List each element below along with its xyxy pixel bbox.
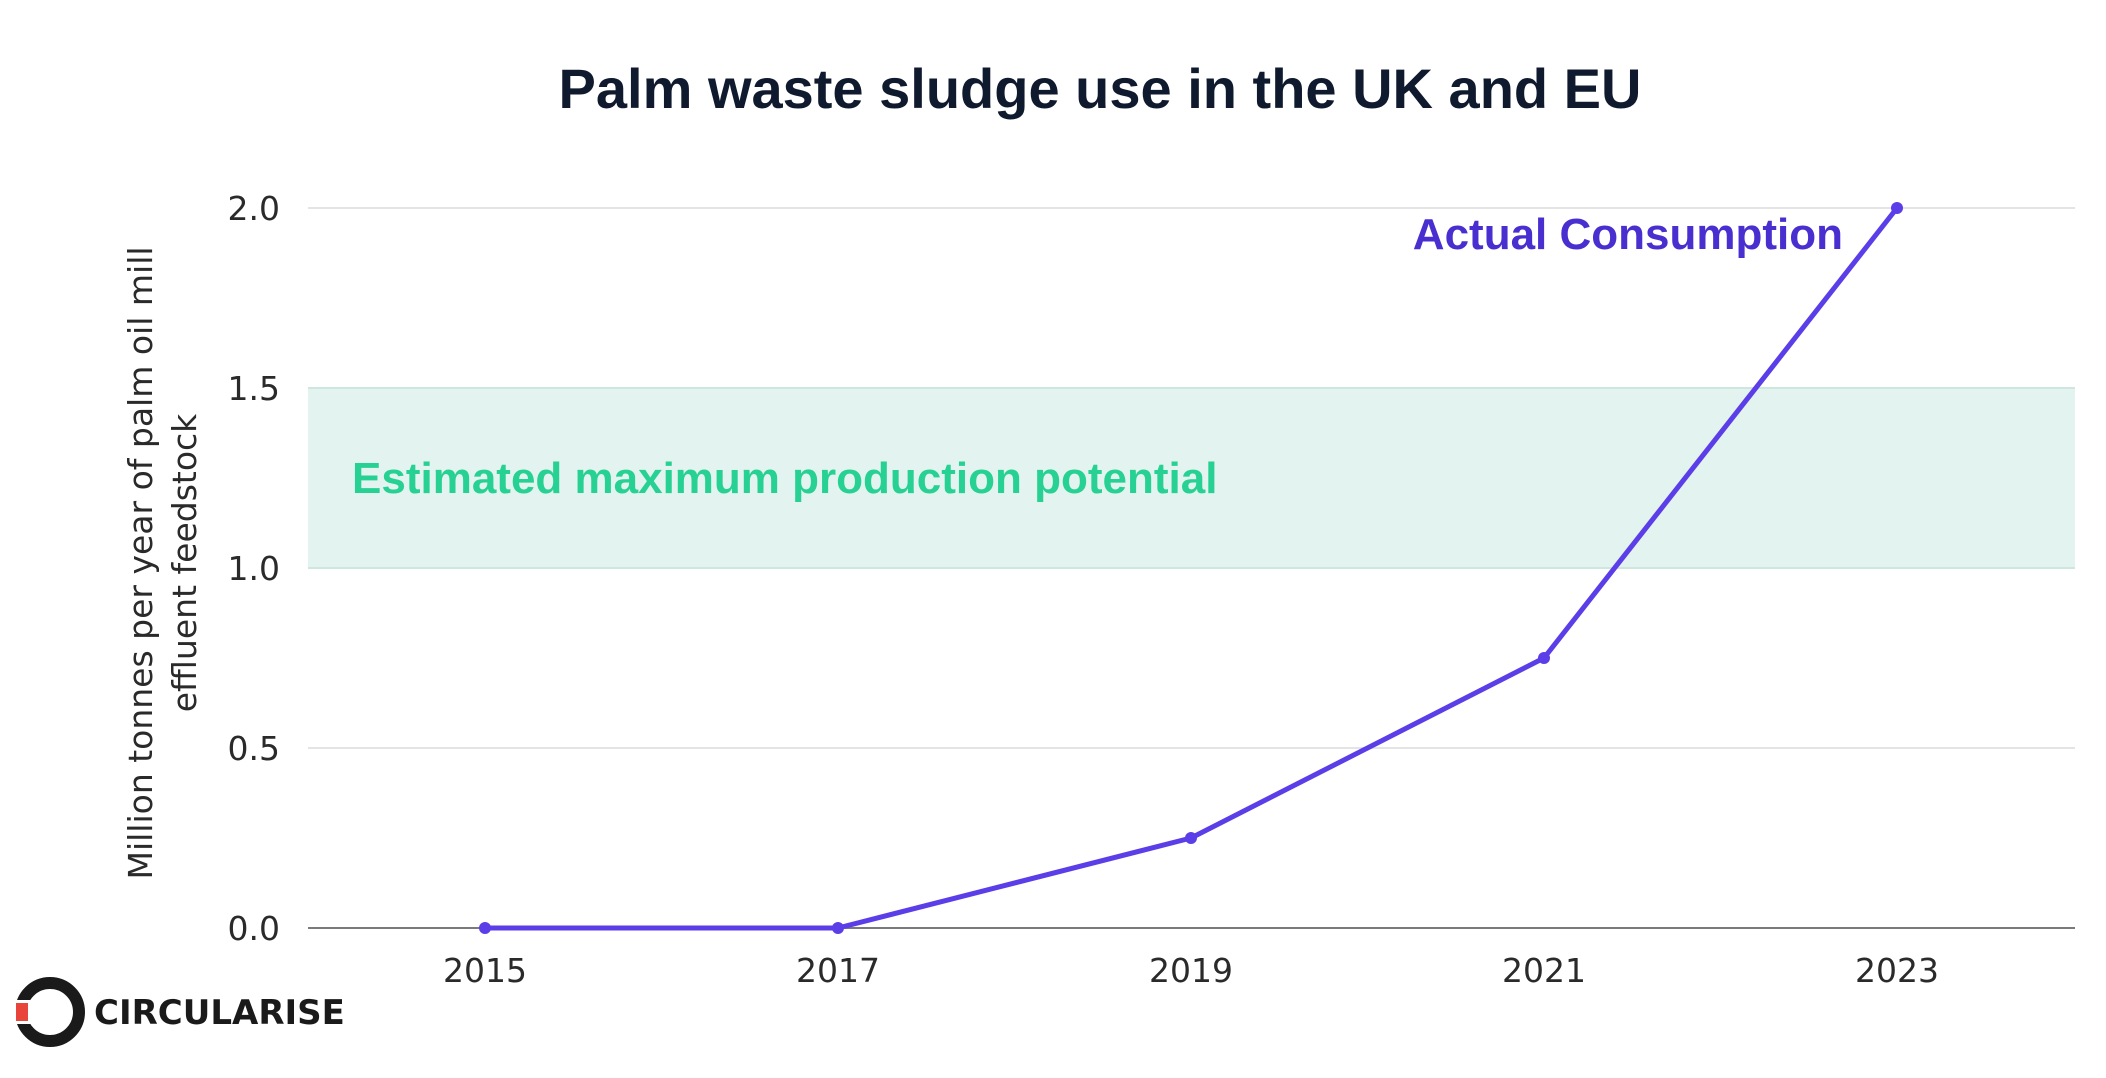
y-tick-label: 0.5: [228, 729, 280, 768]
x-tick-label: 2015: [443, 951, 527, 990]
series-label-actual-consumption: Actual Consumption: [1413, 210, 1843, 259]
series-actual-consumption: [479, 202, 1903, 934]
production-potential-band: [308, 388, 2075, 568]
y-axis-title-line-1: Million tonnes per year of palm oil mill: [121, 246, 160, 879]
data-point: [479, 922, 491, 934]
y-axis-title: Million tonnes per year of palm oil mill…: [121, 246, 204, 879]
y-tick-label: 0.0: [228, 909, 280, 948]
x-tick-labels: 2015 2017 2019 2021 2023: [443, 951, 1939, 990]
x-tick-label: 2023: [1855, 951, 1939, 990]
x-tick-label: 2021: [1502, 951, 1586, 990]
chart-title: Palm waste sludge use in the UK and EU: [559, 57, 1642, 120]
y-axis-title-line-2: effluent feedstock: [165, 413, 204, 712]
gridlines: [308, 207, 2075, 749]
data-point: [832, 922, 844, 934]
y-tick-label: 1.0: [228, 549, 280, 588]
logo-text: CIRCULARISE: [94, 993, 345, 1033]
x-tick-label: 2017: [796, 951, 880, 990]
y-tick-labels: 0.0 0.5 1.0 1.5 2.0: [228, 189, 280, 948]
data-point: [1891, 202, 1903, 214]
circularise-logo: CIRCULARISE: [10, 977, 345, 1047]
band-label: Estimated maximum production potential: [352, 454, 1217, 503]
x-tick-label: 2019: [1149, 951, 1233, 990]
data-point: [1185, 832, 1197, 844]
logo-accent: [16, 1003, 28, 1021]
y-tick-label: 2.0: [228, 189, 280, 228]
y-tick-label: 1.5: [228, 369, 280, 408]
data-point: [1538, 652, 1550, 664]
